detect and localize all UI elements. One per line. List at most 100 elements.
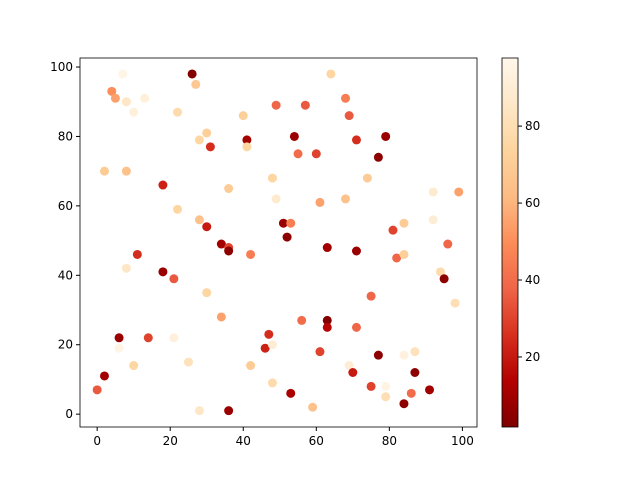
point [381,381,391,391]
point [351,322,361,332]
point [264,329,274,339]
y-tick-label: 100 [50,60,73,74]
y-tick-label: 20 [58,338,73,352]
point [267,378,277,388]
x-tick-label: 20 [163,434,178,448]
point [114,333,124,343]
point [293,149,303,159]
x-tick-label: 60 [309,434,324,448]
point [169,333,179,343]
point [271,194,281,204]
point [173,204,183,214]
point [300,100,310,110]
point [362,173,372,183]
point [246,361,256,371]
point [194,406,204,416]
point [169,274,179,284]
point [399,218,409,228]
point [114,343,124,353]
y-tick-label: 80 [58,129,73,143]
point [381,131,391,141]
point [194,215,204,225]
point [381,392,391,402]
point [435,267,445,277]
x-tick-label: 0 [93,434,101,448]
axes-frame [79,57,478,428]
point [322,315,332,325]
point [373,350,383,360]
point [129,107,139,117]
point [428,187,438,197]
x-tick-label: 80 [382,434,397,448]
point [410,347,420,357]
colorbar-tick-label: 60 [525,196,540,210]
point [143,333,153,343]
point [107,86,117,96]
point [351,135,361,145]
point [341,93,351,103]
point [348,368,358,378]
point [202,222,212,232]
point [246,249,256,259]
y-tick-label: 60 [58,199,73,213]
point [132,249,142,259]
point [92,385,102,395]
colorbar-tick-label: 20 [525,350,540,364]
x-tick-label: 40 [236,434,251,448]
point [344,361,354,371]
point [450,298,460,308]
point [110,93,120,103]
point [315,197,325,207]
point [439,274,449,284]
point [278,218,288,228]
point [140,93,150,103]
point [260,343,270,353]
point [428,215,438,225]
point [158,267,168,277]
point [410,368,420,378]
point [194,135,204,145]
x-tick-label: 100 [451,434,474,448]
point [224,246,234,256]
point [366,381,376,391]
point [187,69,197,79]
point [216,312,226,322]
colorbar [501,57,519,428]
point [366,291,376,301]
point [315,347,325,357]
point [311,149,321,159]
point [242,135,252,145]
point [216,239,226,249]
point [205,142,215,152]
point [173,107,183,117]
point [399,350,409,360]
point [297,315,307,325]
point [322,243,332,253]
point [326,69,336,79]
point [344,111,354,121]
point [202,128,212,138]
point [322,322,332,332]
point [399,399,409,409]
point [425,385,435,395]
point [202,288,212,298]
point [286,388,296,398]
point [388,225,398,235]
point [282,232,292,242]
point [308,402,318,412]
point [406,388,416,398]
point [121,97,131,107]
point [443,239,453,249]
point [224,406,234,416]
point [158,180,168,190]
point [454,187,464,197]
point [191,79,201,89]
point [286,218,296,228]
point [351,246,361,256]
point [373,152,383,162]
point [289,131,299,141]
point [392,253,402,263]
point [99,166,109,176]
colorbar-tick-label: 40 [525,273,540,287]
point [267,340,277,350]
